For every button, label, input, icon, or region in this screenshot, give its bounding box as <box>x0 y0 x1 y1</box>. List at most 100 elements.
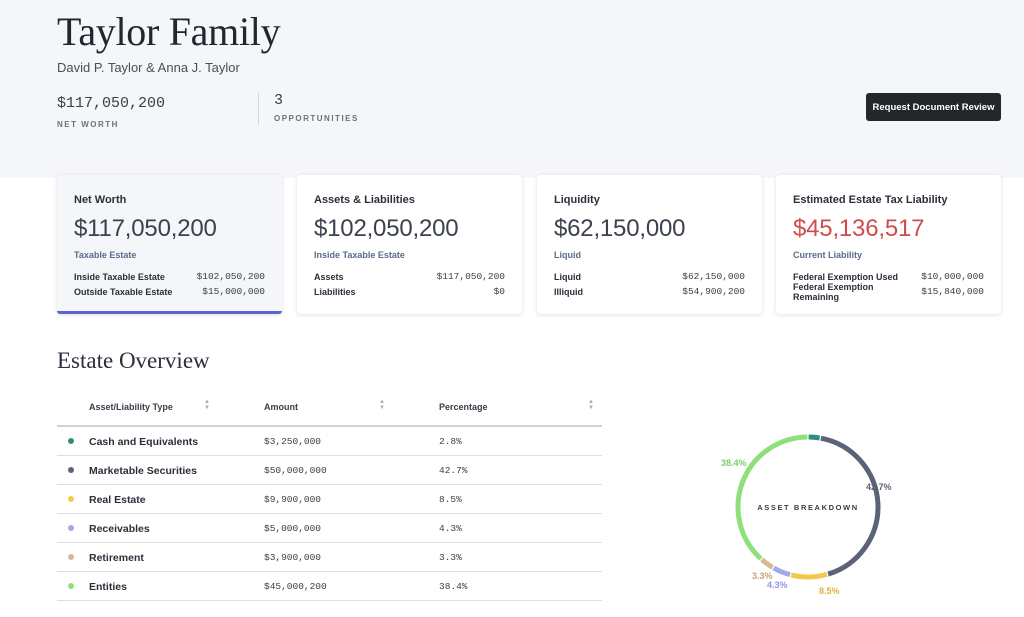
header-section: Taylor Family David P. Taylor & Anna J. … <box>0 0 1024 178</box>
card-row-value: $0 <box>493 286 505 297</box>
cell-type: Real Estate <box>57 490 232 508</box>
card-title: Net Worth <box>74 194 127 206</box>
card-title: Liquidity <box>554 194 600 206</box>
stat-divider <box>258 93 259 125</box>
cell-type: Receivables <box>57 519 232 537</box>
cell-amount: $45,000,200 <box>264 580 327 592</box>
cell-type-label: Cash and Equivalents <box>89 436 199 448</box>
card-row-label: Federal Exemption Used <box>793 271 899 282</box>
card-row-value: $54,900,200 <box>682 286 745 297</box>
donut-slice[interactable] <box>808 434 821 441</box>
table-header: Asset/Liability Type ▲ ▼ Amount ▲ ▼ Percen… <box>57 389 602 427</box>
column-header-label: Percentage <box>439 402 488 412</box>
page-subtitle: David P. Taylor & Anna J. Taylor <box>57 60 240 75</box>
cell-type-label: Marketable Securities <box>89 465 197 477</box>
sort-arrows-icon[interactable]: ▲ ▼ <box>204 399 210 411</box>
chart-title: ASSET BREAKDOWN <box>757 503 859 512</box>
card-row-value: $10,000,000 <box>921 271 984 282</box>
cell-amount: $9,900,000 <box>264 493 322 505</box>
slice-percent-label: 4.3% <box>767 580 788 590</box>
cell-type-label: Retirement <box>89 552 144 564</box>
card-row: Federal Exemption Used $10,000,000 <box>793 269 984 284</box>
card-value: $45,136,517 <box>793 215 925 242</box>
cell-amount: $5,000,000 <box>264 522 322 534</box>
sort-arrows-icon[interactable]: ▲ ▼ <box>588 399 594 411</box>
page-title: Taylor Family <box>57 9 281 54</box>
card-row-value: $15,000,000 <box>202 286 265 297</box>
opportunities-value: 3 <box>274 92 284 109</box>
column-header-type[interactable]: Asset/Liability Type ▲ ▼ <box>57 399 232 412</box>
card-title: Estimated Estate Tax Liability <box>793 194 948 206</box>
column-header-label: Amount <box>264 402 298 412</box>
card-value: $117,050,200 <box>74 215 217 242</box>
card-title: Assets & Liabilities <box>314 194 415 206</box>
request-document-review-button[interactable]: Request Document Review <box>866 93 1001 121</box>
cell-type-label: Entities <box>89 581 127 593</box>
card-row-label: Illiquid <box>554 286 583 297</box>
column-header-amount[interactable]: Amount ▲ ▼ <box>232 399 407 412</box>
dot-icon <box>68 467 74 473</box>
asset-breakdown-donut: 42.7% 8.5% 4.3%3.3% 38.4% ASSET BREAKDOWN <box>721 434 892 596</box>
section-title-estate-overview: Estate Overview <box>57 348 210 373</box>
card-row: Liabilities $0 <box>314 284 505 299</box>
card-row: Assets $117,050,200 <box>314 269 505 284</box>
card-liquidity[interactable]: Liquidity $62,150,000 Liquid Liquid $62,1… <box>537 175 762 314</box>
cell-percentage: 2.8% <box>439 435 462 447</box>
card-value: $62,150,000 <box>554 215 686 242</box>
column-header-percentage[interactable]: Percentage ▲ ▼ <box>407 399 602 412</box>
cell-type: Marketable Securities <box>57 461 232 479</box>
net-worth-label: NET WORTH <box>57 120 119 129</box>
dot-icon <box>68 438 74 444</box>
estate-overview-table: Asset/Liability Type ▲ ▼ Amount ▲ ▼ Percen… <box>57 389 602 601</box>
card-estate-tax-liability[interactable]: Estimated Estate Tax Liability $45,136,5… <box>776 175 1001 314</box>
card-subtitle: Current Liability <box>793 250 863 260</box>
table-body: Cash and Equivalents $3,250,000 2.8% Market… <box>57 427 602 601</box>
donut-slice[interactable] <box>820 435 881 577</box>
table-row[interactable]: Entities $45,000,200 38.4% <box>57 572 602 601</box>
dot-icon <box>68 525 74 531</box>
dot-icon <box>68 554 74 560</box>
card-value: $102,050,200 <box>314 215 459 242</box>
table-row[interactable]: Receivables $5,000,000 4.3% <box>57 514 602 543</box>
cell-amount: $3,250,000 <box>264 435 322 447</box>
card-row-value: $117,050,200 <box>436 271 505 282</box>
card-row-value: $15,840,000 <box>921 286 984 297</box>
card-row-label: Inside Taxable Estate <box>74 271 165 282</box>
donut-slice[interactable] <box>772 565 791 578</box>
net-worth-value: $117,050,200 <box>57 95 166 112</box>
donut-slice[interactable] <box>760 557 774 570</box>
opportunities-label: OPPORTUNITIES <box>274 114 359 123</box>
card-row: Federal Exemption Remaining $15,840,000 <box>793 281 984 302</box>
cell-type: Retirement <box>57 548 232 566</box>
sort-arrows-icon[interactable]: ▲ ▼ <box>379 399 385 411</box>
card-row-label: Outside Taxable Estate <box>74 286 173 297</box>
card-row-value: $102,050,200 <box>196 271 265 282</box>
slice-percent-label: 3.3% <box>752 571 773 581</box>
cell-type: Entities <box>57 577 232 595</box>
slice-percent-label: 8.5% <box>819 586 840 596</box>
card-net-worth[interactable]: Net Worth $117,050,200 Taxable Estate In… <box>57 175 282 314</box>
card-row: Liquid $62,150,000 <box>554 269 745 284</box>
card-assets-liabilities[interactable]: Assets & Liabilities $102,050,200 Inside… <box>297 175 522 314</box>
card-row-label: Federal Exemption Remaining <box>793 281 874 302</box>
card-row: Illiquid $54,900,200 <box>554 284 745 299</box>
donut-slice[interactable] <box>735 434 808 561</box>
card-row: Inside Taxable Estate $102,050,200 <box>74 269 265 284</box>
cell-type-label: Real Estate <box>89 494 146 506</box>
cell-percentage: 42.7% <box>439 464 468 476</box>
table-row[interactable]: Cash and Equivalents $3,250,000 2.8% <box>57 427 602 456</box>
dot-icon <box>68 496 74 502</box>
card-row-label: Assets <box>314 271 344 282</box>
card-row: Outside Taxable Estate $15,000,000 <box>74 284 265 299</box>
cell-percentage: 3.3% <box>439 551 462 563</box>
column-header-label: Asset/Liability Type <box>89 402 173 412</box>
donut-slice[interactable] <box>790 571 828 580</box>
asset-breakdown-chart: 42.7% 8.5% 4.3% 3.3% 38.4% ASSET BREAKDOWN <box>700 420 960 610</box>
card-subtitle: Liquid <box>554 250 581 260</box>
table-row[interactable]: Real Estate $9,900,000 8.5% <box>57 485 602 514</box>
table-row[interactable]: Marketable Securities $50,000,000 42.7% <box>57 456 602 485</box>
table-row[interactable]: Retirement $3,900,000 3.3% <box>57 543 602 572</box>
cell-type-label: Receivables <box>89 523 150 535</box>
card-subtitle: Taxable Estate <box>74 250 137 260</box>
card-row-label: Liabilities <box>314 286 356 297</box>
